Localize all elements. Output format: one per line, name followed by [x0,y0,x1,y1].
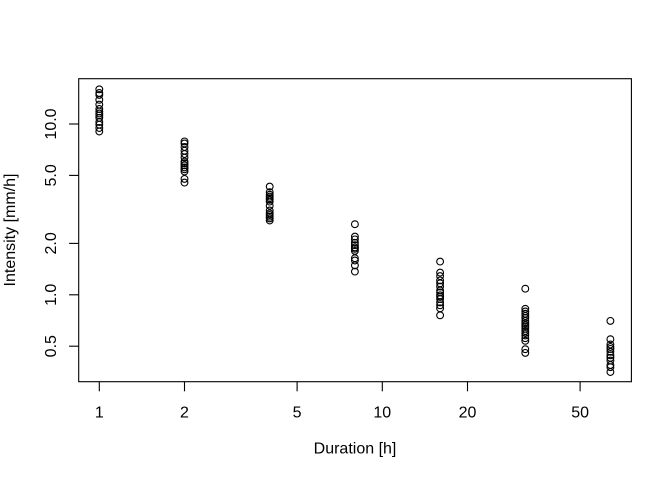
svg-text:2: 2 [180,404,189,421]
svg-text:50: 50 [571,404,589,421]
svg-text:20: 20 [459,404,477,421]
svg-text:2.0: 2.0 [43,232,60,254]
svg-text:10.0: 10.0 [43,108,60,139]
svg-text:1.0: 1.0 [43,284,60,306]
svg-text:0.5: 0.5 [43,335,60,357]
svg-text:1: 1 [95,404,104,421]
svg-text:Duration [h]: Duration [h] [314,441,397,458]
svg-text:10: 10 [373,404,391,421]
svg-text:5.0: 5.0 [43,164,60,186]
svg-text:5: 5 [293,404,302,421]
svg-text:Intensity [mm/h]: Intensity [mm/h] [2,174,19,287]
